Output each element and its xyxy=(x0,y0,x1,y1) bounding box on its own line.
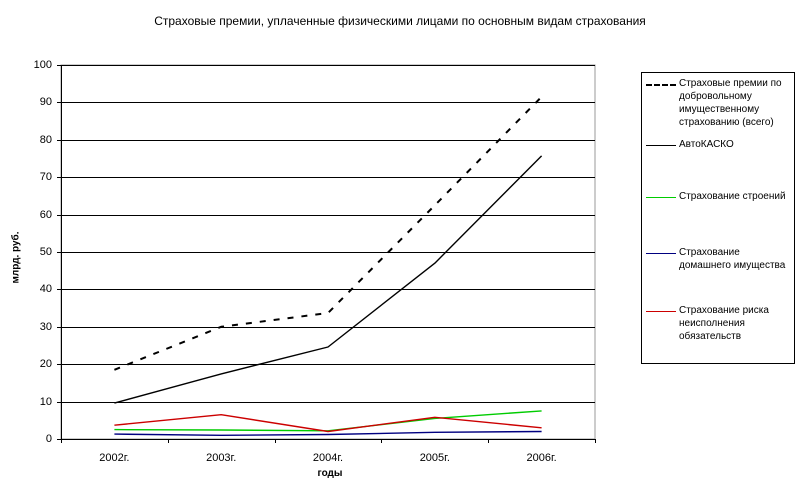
y-tick-label: 60 xyxy=(39,208,52,221)
series-lines xyxy=(114,96,543,436)
x-tick-label: 2002г. xyxy=(99,452,130,464)
red-line-icon xyxy=(646,311,676,312)
x-tick-label: 2006г. xyxy=(526,452,557,464)
x-tick-label: 2004г. xyxy=(312,452,344,464)
y-tick-label: 100 xyxy=(33,58,52,71)
y-tick-label: 0 xyxy=(45,432,52,445)
blue-line-icon xyxy=(646,253,676,254)
y-tick-label: 30 xyxy=(39,320,52,333)
y-tick-label: 90 xyxy=(39,95,52,108)
y-tick-label: 20 xyxy=(39,357,52,370)
x-tick-label: 2005г. xyxy=(419,452,450,464)
axes xyxy=(57,65,596,443)
black-line-icon xyxy=(646,145,676,146)
chart-title: Страховые премии, уплаченные физическими… xyxy=(154,14,646,28)
y-tick-label: 40 xyxy=(39,282,52,295)
green-line-icon xyxy=(646,197,676,198)
series-line xyxy=(114,414,542,433)
series-line xyxy=(114,430,542,436)
dashed-line-icon xyxy=(646,84,676,86)
x-axis-label: годы xyxy=(317,468,343,479)
gridlines xyxy=(60,64,596,440)
x-tick-label: 2003г. xyxy=(206,452,237,464)
y-tick-label: 80 xyxy=(39,133,52,146)
series-line xyxy=(114,155,543,404)
y-tick-label: 70 xyxy=(39,170,52,183)
y-tick-label: 10 xyxy=(39,395,52,408)
series-line xyxy=(114,96,543,371)
y-tick-label: 50 xyxy=(39,245,52,258)
legend: Страховые премии по добровольному имущес… xyxy=(641,72,795,364)
